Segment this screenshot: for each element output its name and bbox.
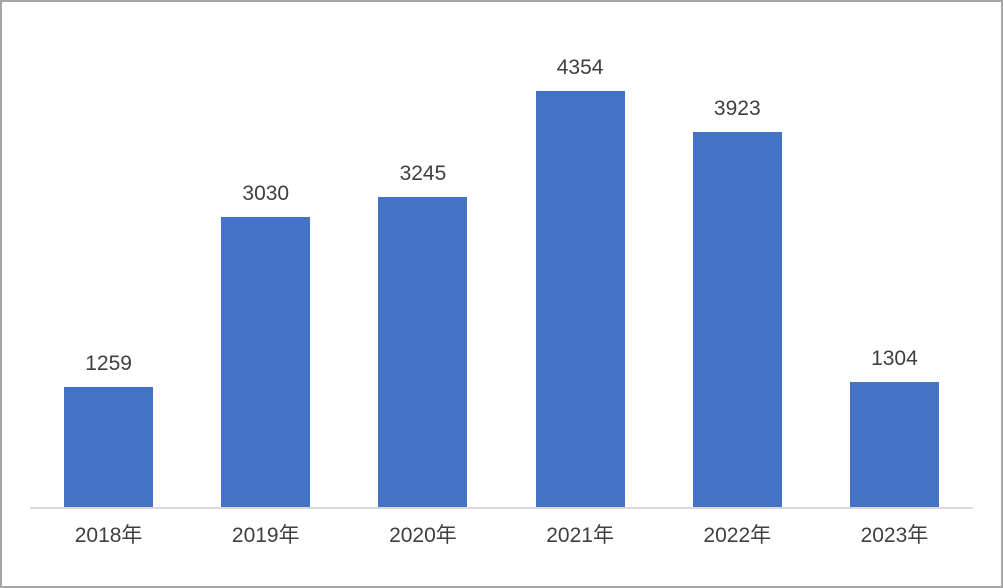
bar-2023年 [849, 382, 939, 507]
x-axis-tick-label: 2019年 [231, 524, 300, 547]
bar-value-label: 1304 [871, 347, 918, 370]
x-axis-tick-label: 2022年 [703, 524, 772, 547]
bar-value-label: 1259 [85, 352, 132, 375]
bar-2021年 [535, 91, 625, 507]
bar-chart: 1259 3030 3245 4354 3923 1304 2018年 2019年 2020年… [30, 50, 973, 548]
bar-value-label: 4354 [556, 56, 604, 79]
x-axis-tick-label: 2020年 [389, 524, 457, 547]
bar-slot: 1304 [816, 50, 973, 507]
bar-2022年 [692, 132, 782, 507]
bar-2019年 [221, 217, 311, 507]
bar-slot: 3923 [659, 50, 816, 507]
x-axis-tick-label: 2018年 [74, 524, 143, 547]
x-axis-tick-label: 2023年 [860, 524, 929, 547]
bar-slot: 3030 [187, 50, 344, 507]
plot-area: 1259 3030 3245 4354 3923 1304 [30, 50, 973, 509]
bar-slot: 4354 [502, 50, 659, 507]
x-axis-labels: 2018年 2019年 2020年 2021年 2022年 2023年 [30, 509, 973, 548]
bar-2020年 [378, 197, 468, 507]
bar-value-label: 3923 [713, 97, 761, 120]
bar-slot: 1259 [30, 50, 187, 507]
bar-value-label: 3245 [399, 162, 447, 185]
bar-value-label: 3030 [242, 182, 290, 205]
x-axis-tick-label: 2021年 [546, 524, 614, 547]
bar-2018年 [64, 387, 154, 507]
bar-slot: 3245 [344, 50, 501, 507]
